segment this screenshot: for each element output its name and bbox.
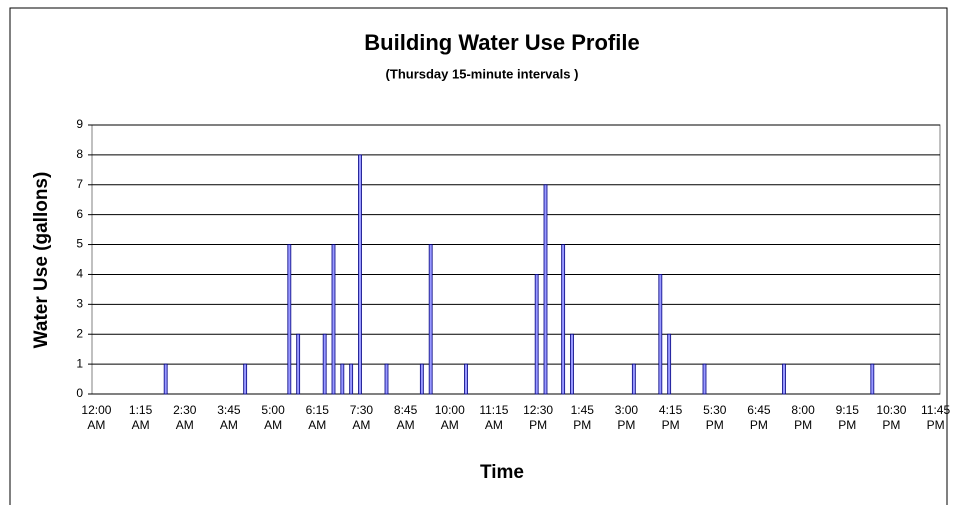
bar <box>296 333 301 395</box>
y-tick-label: 6 <box>76 207 83 221</box>
bar <box>419 363 424 395</box>
x-tick-label: 5:00 AM <box>261 403 285 432</box>
bar <box>331 244 336 395</box>
bar <box>631 363 636 395</box>
x-tick-label: 9:15 PM <box>835 403 859 432</box>
y-tick-label: 1 <box>76 356 83 370</box>
x-tick-label: 11:45 PM <box>921 403 951 432</box>
x-tick-label: 12:00 AM <box>81 403 112 432</box>
bar <box>782 363 786 395</box>
y-tick-label: 9 <box>76 117 83 131</box>
bar <box>163 363 168 395</box>
bar <box>243 363 248 395</box>
x-tick-label: 12:30 PM <box>523 403 554 432</box>
bar <box>702 363 707 395</box>
y-tick-label: 2 <box>76 326 83 340</box>
x-tick-label: 8:00 PM <box>791 403 815 432</box>
x-tick-label: 2:30 AM <box>173 403 197 432</box>
bar <box>543 184 548 395</box>
x-tick-label: 10:30 PM <box>876 403 907 432</box>
chart-subtitle: (Thursday 15-minute intervals ) <box>386 66 579 81</box>
y-tick-label: 4 <box>76 267 83 281</box>
bar <box>870 363 875 395</box>
x-tick-label: 6:45 PM <box>747 403 771 432</box>
bar <box>534 274 539 395</box>
x-tick-label: 8:45 AM <box>393 403 418 432</box>
bar <box>384 363 389 395</box>
bar <box>667 333 672 395</box>
chart-frame <box>9 7 948 505</box>
x-tick-label: 3:45 AM <box>217 403 241 432</box>
bar <box>349 363 354 395</box>
x-axis-label: Time <box>480 462 524 483</box>
x-tick-label: 1:15 AM <box>128 403 153 432</box>
y-axis-label: Water Use (gallons) <box>31 172 52 349</box>
x-tick-label: 5:30 PM <box>703 403 727 432</box>
bar <box>428 244 433 395</box>
y-tick-label: 0 <box>76 386 83 400</box>
bar <box>340 363 345 395</box>
y-tick-label: 7 <box>76 177 83 191</box>
bar <box>322 333 327 395</box>
chart-title: Building Water Use Profile <box>364 30 639 55</box>
bar <box>358 154 362 395</box>
bar <box>570 333 574 395</box>
x-tick-label: 7:30 AM <box>349 403 374 432</box>
plot-area <box>91 124 941 395</box>
x-tick-label: 6:15 AM <box>305 403 329 432</box>
bar <box>464 363 468 395</box>
bar <box>658 274 663 395</box>
x-tick-label: 1:45 PM <box>570 403 594 432</box>
x-tick-label: 4:15 PM <box>658 403 683 432</box>
y-tick-label: 8 <box>76 147 83 161</box>
y-tick-label: 5 <box>76 237 83 251</box>
x-tick-label: 3:00 PM <box>614 403 639 432</box>
bar <box>561 244 566 395</box>
bar <box>287 244 292 395</box>
y-tick-label: 3 <box>76 297 83 311</box>
x-tick-label: 11:15 AM <box>479 403 509 432</box>
x-tick-label: 10:00 AM <box>434 403 465 432</box>
